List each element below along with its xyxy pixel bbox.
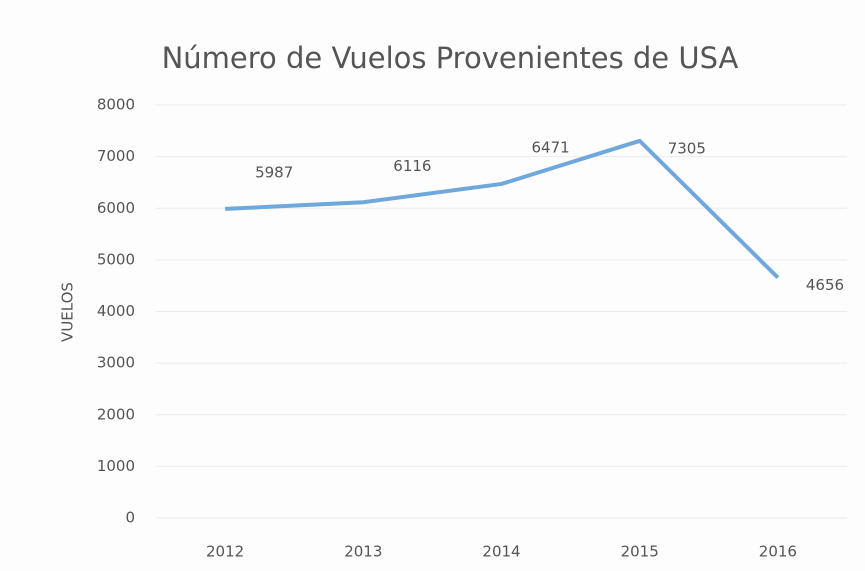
y-tick-label: 8000 [97,96,135,114]
data-label: 5987 [255,163,293,181]
line [225,138,780,280]
y-tick-label: 4000 [97,302,135,320]
y-tick-label: 0 [125,509,135,527]
data-label: 6116 [393,157,431,175]
x-tick-label: 2014 [482,543,520,561]
x-tick-label: 2012 [206,543,244,561]
x-tick-label: 2016 [759,543,797,561]
x-tick-label: 2015 [621,543,659,561]
y-axis-label: VUELOS [59,282,77,342]
x-tick-label: 2013 [344,543,382,561]
chart-title: Número de Vuelos Provenientes de USA [162,41,739,75]
y-tick-label: 5000 [97,250,135,268]
y-tick-label: 6000 [97,199,135,217]
y-tick-label: 2000 [97,405,135,423]
y-tick-label: 3000 [97,354,135,372]
data-label: 6471 [532,138,570,156]
data-label: 4656 [806,276,844,294]
y-tick-label: 7000 [97,147,135,165]
data-label: 7305 [668,139,706,157]
y-tick-label: 1000 [97,457,135,475]
